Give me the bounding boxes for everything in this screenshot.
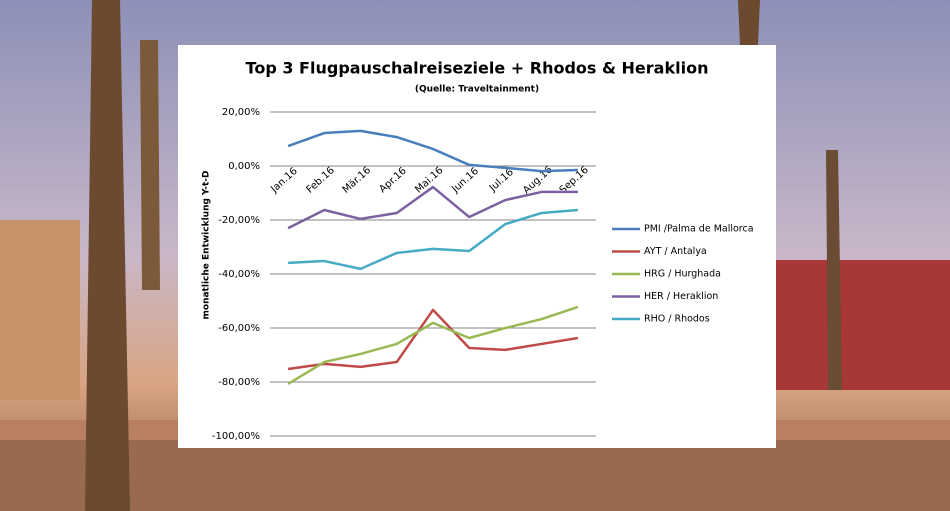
y-tick-label: -20,00%	[218, 215, 260, 226]
building	[0, 220, 80, 400]
legend-label: RHO / Rhodos	[644, 314, 710, 325]
series-line	[287, 305, 579, 385]
chart-subtitle: (Quelle: Traveltainment)	[415, 85, 539, 95]
building	[776, 260, 950, 390]
legend-label: PMI /Palma de Mallorca	[644, 224, 754, 235]
legend-label: AYT / Antalya	[644, 246, 707, 257]
palm-trunk	[738, 0, 760, 45]
series-line	[288, 208, 578, 271]
series-line	[287, 308, 579, 371]
y-tick-label: -40,00%	[218, 269, 260, 280]
y-tick-label: 0,00%	[228, 161, 260, 172]
palm-trunk	[826, 150, 842, 390]
legend-label: HER / Heraklion	[644, 291, 718, 302]
series-line	[287, 185, 578, 230]
y-tick-label: 20,00%	[222, 107, 260, 118]
palm-trunk	[85, 0, 130, 511]
y-tick-label: -60,00%	[218, 323, 260, 334]
pavement	[0, 440, 950, 511]
palm-trunk	[140, 40, 160, 290]
y-axis-label: monatliche Entwicklung Y-t-D	[202, 171, 212, 320]
y-tick-label: -80,00%	[218, 377, 260, 388]
chart-title: Top 3 Flugpauschalreiseziele + Rhodos & …	[246, 59, 709, 78]
series-line	[287, 129, 578, 173]
legend-label: HRG / Hurghada	[644, 269, 721, 280]
y-tick-label: -100,00%	[212, 431, 260, 442]
